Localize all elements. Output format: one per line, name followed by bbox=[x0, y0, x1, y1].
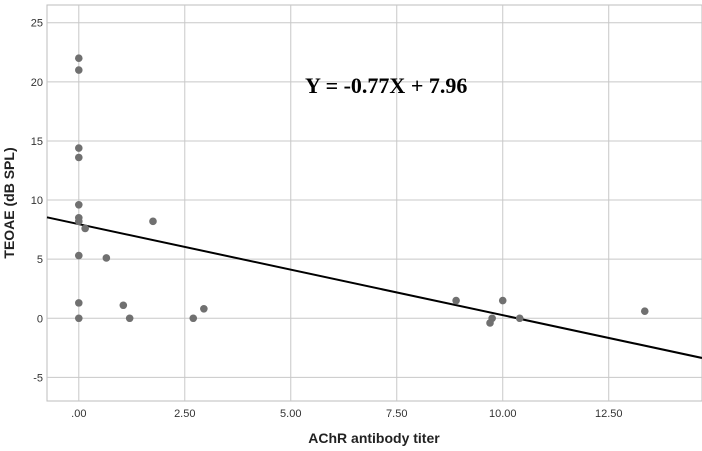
x-tick-labels: .00 2.50 5.00 7.50 10.00 12.50 bbox=[71, 408, 622, 420]
data-point bbox=[189, 314, 198, 323]
x-tick-label: 2.50 bbox=[174, 408, 195, 420]
y-tick-labels: -5 0 5 10 15 20 25 bbox=[31, 18, 43, 385]
y-tick-label: 0 bbox=[37, 313, 43, 325]
regression-line bbox=[46, 216, 702, 359]
data-point bbox=[74, 251, 83, 260]
y-tick-label: 10 bbox=[31, 195, 43, 207]
y-tick-label: 20 bbox=[31, 77, 43, 89]
data-point bbox=[452, 296, 460, 305]
data-point bbox=[498, 296, 507, 305]
data-point bbox=[515, 314, 524, 323]
x-tick-label: 5.00 bbox=[280, 408, 301, 420]
x-tick-label: 12.50 bbox=[595, 408, 623, 420]
data-point bbox=[125, 314, 134, 323]
y-tick-label: 5 bbox=[37, 254, 43, 266]
data-point bbox=[81, 224, 89, 233]
data-point bbox=[74, 66, 83, 74]
data-point bbox=[74, 144, 83, 152]
data-point bbox=[74, 153, 83, 162]
y-tick-label: -5 bbox=[33, 372, 43, 384]
x-tick-label: .00 bbox=[71, 408, 86, 420]
x-axis-title: AChR antibody titer bbox=[308, 430, 440, 446]
data-point bbox=[74, 314, 83, 323]
data-point bbox=[74, 217, 83, 226]
data-point bbox=[74, 299, 83, 307]
regression-equation: Y = -0.77X + 7.96 bbox=[305, 73, 467, 98]
data-point bbox=[119, 301, 128, 310]
data-point bbox=[488, 314, 496, 323]
data-point bbox=[74, 54, 83, 62]
data-point bbox=[640, 307, 649, 315]
x-tick-label: 7.50 bbox=[386, 408, 407, 420]
plot-area bbox=[46, 4, 702, 402]
y-tick-label: 15 bbox=[31, 136, 43, 148]
data-point bbox=[102, 254, 111, 262]
data-point bbox=[149, 217, 157, 226]
data-point bbox=[200, 304, 208, 313]
data-point bbox=[74, 200, 83, 209]
y-tick-label: 25 bbox=[31, 18, 43, 30]
y-axis-title: TEOAE (dB SPL) bbox=[1, 147, 17, 258]
x-tick-label: 10.00 bbox=[489, 408, 517, 420]
data-points bbox=[74, 54, 649, 327]
grid-lines bbox=[47, 5, 702, 401]
